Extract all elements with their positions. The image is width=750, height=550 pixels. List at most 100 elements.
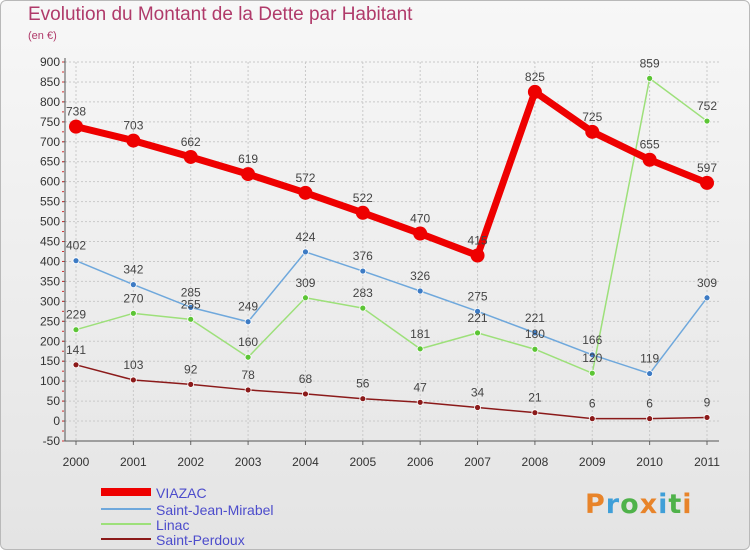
data-point-saint-jean-mirabel — [302, 248, 309, 256]
data-point-linac — [416, 345, 424, 353]
y-tick-label: 650 — [40, 155, 60, 169]
data-point-saint-jean-mirabel — [72, 257, 80, 265]
data-label-saint-perdoux: 56 — [356, 377, 370, 391]
data-label-saint-perdoux: 103 — [123, 358, 143, 372]
data-point-linac — [646, 74, 654, 82]
data-point-viazac — [126, 133, 141, 148]
data-point-saint-perdoux — [302, 390, 309, 398]
y-tick-label: 350 — [40, 274, 60, 288]
data-label-viazac: 572 — [295, 171, 315, 185]
data-label-linac: 221 — [468, 311, 488, 325]
y-tick-label: 300 — [40, 294, 60, 308]
data-label-saint-perdoux: 6 — [589, 397, 596, 411]
y-tick-label: 100 — [40, 374, 60, 388]
y-tick-label: 200 — [40, 334, 60, 348]
legend-swatches — [101, 488, 151, 540]
data-point-saint-jean-mirabel — [244, 318, 252, 326]
data-point-saint-jean-mirabel — [187, 303, 195, 311]
legend-label-saint-perdoux: Saint-Perdoux — [156, 532, 245, 548]
data-label-saint-jean-mirabel: 376 — [353, 249, 373, 263]
data-point-saint-jean-mirabel — [416, 287, 424, 295]
data-label-viazac: 470 — [410, 212, 430, 226]
data-label-saint-jean-mirabel: 326 — [410, 269, 430, 283]
data-label-viazac: 597 — [697, 161, 717, 175]
y-tick-label: 700 — [40, 135, 60, 149]
data-point-viazac — [183, 149, 198, 164]
data-point-saint-jean-mirabel — [588, 351, 596, 359]
data-point-viazac — [700, 175, 714, 190]
y-tick-label: 50 — [47, 394, 61, 408]
y-tick-label: 150 — [40, 354, 60, 368]
y-tick-label: 550 — [40, 195, 60, 209]
data-label-saint-perdoux: 141 — [66, 343, 86, 357]
x-tick-label: 2003 — [235, 455, 262, 469]
data-point-linac — [703, 117, 711, 125]
series-line-linac — [75, 77, 708, 374]
series-line-saint-jean-mirabel — [75, 251, 708, 375]
data-label-viazac: 825 — [525, 70, 545, 84]
data-point-saint-perdoux — [646, 415, 654, 423]
data-label-linac: 752 — [697, 99, 717, 113]
data-point-linac — [302, 294, 309, 302]
logo-letter: o — [620, 489, 640, 520]
data-point-viazac — [241, 167, 256, 182]
data-label-linac: 181 — [410, 327, 430, 341]
data-label-viazac: 619 — [238, 152, 258, 166]
data-point-saint-jean-mirabel — [646, 370, 654, 377]
logo-letter: P — [585, 489, 606, 520]
data-label-saint-jean-mirabel: 119 — [640, 352, 659, 366]
data-point-linac — [359, 304, 367, 312]
data-label-saint-jean-mirabel: 309 — [697, 276, 717, 290]
data-label-linac: 180 — [525, 327, 545, 341]
data-point-saint-jean-mirabel — [359, 267, 367, 275]
x-tick-label: 2007 — [464, 455, 491, 469]
x-tick-label: 2004 — [292, 455, 319, 469]
data-point-linac — [72, 326, 80, 334]
y-tick-label: 450 — [40, 235, 60, 249]
y-tick-label: 400 — [40, 254, 60, 268]
data-point-viazac — [69, 119, 83, 134]
legend-label-linac: Linac — [156, 517, 190, 533]
data-point-saint-perdoux — [474, 404, 481, 411]
data-label-saint-jean-mirabel: 275 — [468, 289, 488, 303]
axes: -50 0 50 100 150 200 250 300 350 400 450 500 550 600 6… — [40, 55, 720, 469]
data-label-saint-jean-mirabel: 424 — [295, 230, 315, 244]
data-point-saint-jean-mirabel — [474, 307, 481, 315]
data-point-linac — [187, 315, 195, 323]
data-point-viazac — [413, 226, 428, 241]
data-point-saint-perdoux — [588, 415, 596, 423]
logo-letter: r — [605, 489, 621, 520]
x-tick-label: 2000 — [63, 455, 90, 469]
data-label-saint-perdoux: 78 — [241, 368, 255, 382]
data-point-saint-jean-mirabel — [703, 294, 711, 302]
y-tick-label: 500 — [40, 215, 60, 229]
y-tick-label: -50 — [43, 434, 61, 448]
data-label-linac: 309 — [295, 276, 315, 290]
data-point-viazac — [298, 185, 313, 200]
data-label-viazac: 738 — [66, 105, 86, 119]
data-label-linac: 255 — [181, 297, 201, 311]
data-label-linac: 229 — [66, 308, 86, 322]
data-label-saint-jean-mirabel: 342 — [123, 263, 143, 277]
logo-letter: i — [682, 489, 693, 520]
proxiti-logo: Proxiti — [585, 489, 693, 520]
logo-letter: i — [658, 489, 669, 520]
data-point-viazac — [585, 124, 600, 139]
data-point-viazac — [642, 152, 657, 167]
data-point-saint-perdoux — [703, 414, 711, 421]
data-point-linac — [474, 329, 481, 337]
grid — [65, 61, 719, 442]
chart-subtitle: (en €) — [28, 30, 57, 42]
data-label-linac: 270 — [123, 291, 143, 305]
series-lines — [69, 74, 714, 423]
x-tick-label: 2009 — [579, 455, 606, 469]
data-point-linac — [244, 353, 252, 361]
data-label-saint-perdoux: 9 — [704, 395, 711, 409]
y-tick-label: 750 — [40, 115, 60, 129]
data-point-viazac — [527, 84, 542, 99]
series-line-saint-perdoux — [75, 364, 708, 420]
legend-label-saint-jean-mirabel: Saint-Jean-Mirabel — [156, 502, 274, 518]
y-tick-label: 800 — [40, 95, 60, 109]
